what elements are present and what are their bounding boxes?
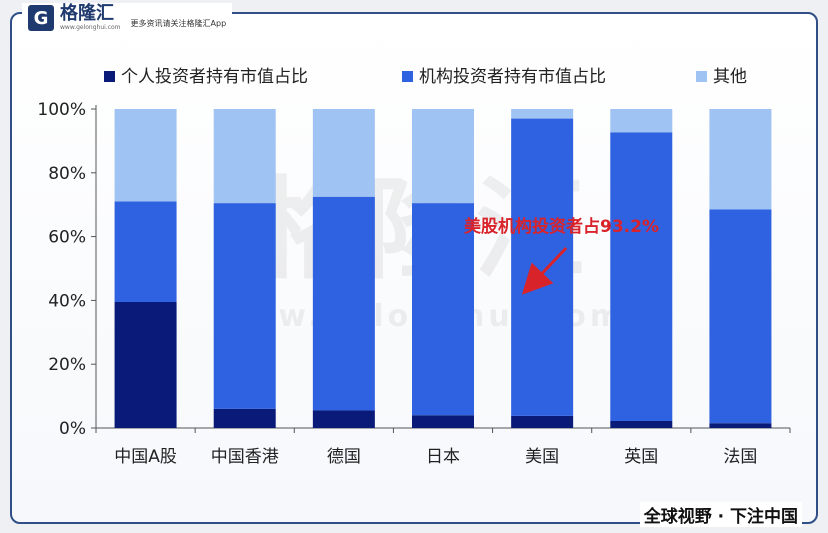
logo-slogan: 更多资讯请关注格隆汇App — [130, 19, 227, 28]
y-tick-label: 40% — [48, 291, 86, 311]
x-tick-label: 法国 — [723, 447, 757, 467]
y-tick-label: 0% — [59, 419, 86, 439]
bar-segment — [114, 201, 177, 302]
x-tick-label: 英国 — [624, 447, 658, 467]
x-tick-label: 日本 — [426, 447, 460, 467]
bar-segment — [114, 301, 177, 428]
legend-item: 个人投资者持有市值占比 — [104, 67, 308, 87]
bar-segment — [312, 410, 375, 428]
legend-label: 机构投资者持有市值占比 — [419, 67, 606, 87]
logo-url: www.gelonghui.com — [60, 24, 121, 31]
bar-segment — [213, 109, 276, 204]
brand-logo: G 格隆汇 www.gelonghui.com 更多资讯请关注格隆汇App — [22, 3, 233, 33]
x-tick-label: 美国 — [525, 447, 559, 467]
legend-swatch — [402, 71, 413, 82]
bar-segment — [610, 132, 673, 421]
logo-name: 格隆汇 — [60, 3, 114, 24]
legend-item: 机构投资者持有市值占比 — [402, 67, 606, 87]
bar-segment — [511, 415, 574, 428]
bar-segment — [312, 109, 375, 197]
bar-segment — [511, 118, 574, 416]
bar-segment — [610, 420, 673, 428]
y-tick-label: 60% — [48, 228, 86, 248]
logo-text: 格隆汇 www.gelonghui.com — [60, 5, 121, 31]
legend-item: 其他 — [696, 67, 747, 87]
bar-segment — [709, 423, 772, 428]
annotation-arrow — [521, 246, 568, 295]
y-tick-label: 100% — [37, 100, 86, 120]
bar-segment — [610, 109, 673, 133]
chart-annotation: 美股机构投资者占93.2% — [464, 216, 659, 295]
bar-segment — [114, 109, 177, 202]
bar-segment — [213, 203, 276, 409]
bar-segment — [709, 109, 772, 210]
footer-slogan: 全球视野 · 下注中国 — [639, 502, 802, 527]
bar-segment — [709, 209, 772, 424]
chart-legend: 个人投资者持有市值占比 机构投资者持有市值占比 其他 — [104, 67, 747, 87]
bar-segment — [412, 109, 474, 204]
bar-segment — [312, 196, 375, 411]
x-tick-label: 德国 — [327, 447, 361, 467]
legend-label: 个人投资者持有市值占比 — [121, 67, 308, 87]
legend-swatch — [696, 71, 707, 82]
bar-segment — [412, 203, 474, 416]
chart-bars — [114, 109, 772, 428]
logo-mark-icon: G — [28, 5, 54, 31]
y-tick-label: 80% — [48, 164, 86, 184]
x-tick-label: 中国A股 — [114, 447, 177, 467]
x-tick-label: 中国香港 — [211, 447, 279, 467]
legend-label: 其他 — [713, 67, 747, 87]
legend-swatch — [104, 71, 115, 82]
bar-segment — [511, 109, 574, 119]
annotation-text: 美股机构投资者占93.2% — [464, 216, 659, 237]
bar-segment — [412, 415, 474, 428]
bar-segment — [213, 408, 276, 428]
y-tick-label: 20% — [48, 355, 86, 375]
